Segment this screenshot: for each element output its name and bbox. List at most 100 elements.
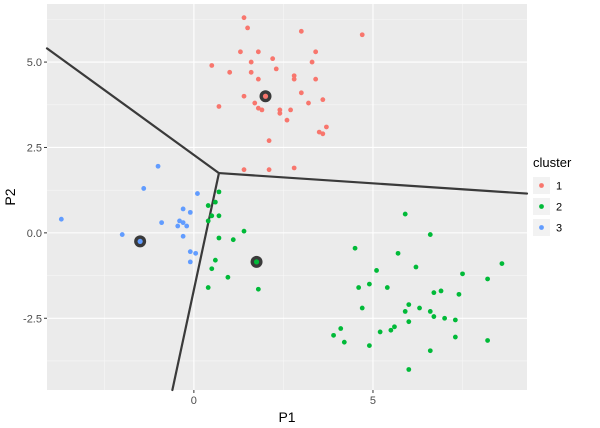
y-tick-label: -2.5 <box>23 313 42 325</box>
data-point-cluster-2 <box>352 245 358 251</box>
data-point-cluster-1 <box>320 131 326 137</box>
data-point-cluster-2 <box>216 213 222 219</box>
legend-marker-1 <box>539 183 544 188</box>
data-point-cluster-1 <box>266 167 272 173</box>
data-point-cluster-3 <box>187 249 193 255</box>
data-point-cluster-1 <box>255 49 261 55</box>
data-point-cluster-1 <box>298 28 304 34</box>
data-point-cluster-3 <box>119 232 125 237</box>
data-point-cluster-3 <box>155 163 161 169</box>
data-point-cluster-2 <box>413 264 419 270</box>
data-point-cluster-2 <box>417 305 422 311</box>
data-point-cluster-2 <box>402 309 408 314</box>
data-point-cluster-2 <box>356 285 362 290</box>
boundary-line <box>45 47 221 175</box>
x-axis-title: P1 <box>278 409 295 425</box>
data-point-cluster-1 <box>291 165 297 171</box>
y-tick-label: 0.0 <box>27 228 42 240</box>
y-axis: -2.5 0.0 2.5 5.0 <box>23 57 47 325</box>
y-tick-label: 2.5 <box>27 142 42 154</box>
plot-panel <box>47 4 527 390</box>
data-point-cluster-2 <box>212 199 218 205</box>
data-point-cluster-1 <box>320 97 326 103</box>
data-point-cluster-2 <box>452 317 458 323</box>
data-point-cluster-2 <box>209 213 215 219</box>
legend-label-2: 2 <box>556 202 562 214</box>
y-tick-label: 5.0 <box>27 57 42 69</box>
data-point-cluster-2 <box>395 250 401 256</box>
data-point-cluster-1 <box>273 66 279 72</box>
data-point-cluster-1 <box>284 117 290 123</box>
data-point-cluster-2 <box>438 288 444 294</box>
data-point-cluster-2 <box>442 315 448 321</box>
data-point-cluster-1 <box>238 49 243 55</box>
data-point-cluster-1 <box>309 59 315 65</box>
data-point-cluster-2 <box>366 281 372 287</box>
data-point-cluster-2 <box>406 302 412 308</box>
data-point-cluster-1 <box>291 76 297 82</box>
data-point-cluster-1 <box>216 104 222 109</box>
data-point-cluster-1 <box>241 15 247 21</box>
cluster-center-fill-2 <box>253 259 260 265</box>
data-point-cluster-1 <box>291 73 297 79</box>
data-point-cluster-2 <box>359 305 365 311</box>
data-point-cluster-1 <box>313 76 319 82</box>
data-point-cluster-2 <box>255 286 261 292</box>
data-point-cluster-1 <box>270 56 276 62</box>
data-point-cluster-2 <box>431 290 437 296</box>
x-tick-label: 0 <box>191 395 197 407</box>
data-point-cluster-3 <box>195 191 200 196</box>
data-point-cluster-1 <box>255 76 261 82</box>
y-axis-title: P2 <box>2 188 18 205</box>
legend-title: cluster <box>533 155 572 170</box>
data-point-cluster-2 <box>452 334 458 340</box>
data-point-cluster-2 <box>205 203 211 208</box>
data-point-cluster-2 <box>230 237 236 243</box>
data-point-cluster-2 <box>216 189 222 195</box>
cluster-centers <box>134 90 272 268</box>
data-point-cluster-1 <box>288 107 293 113</box>
data-point-cluster-2 <box>392 324 397 330</box>
data-point-cluster-2 <box>427 309 433 314</box>
data-point-cluster-3 <box>180 220 186 226</box>
data-point-cluster-3 <box>141 186 147 191</box>
data-point-cluster-2 <box>384 285 390 290</box>
data-point-cluster-3 <box>175 223 181 229</box>
data-point-cluster-2 <box>406 367 412 372</box>
data-point-cluster-2 <box>499 261 505 267</box>
data-point-cluster-1 <box>306 100 311 106</box>
data-point-cluster-2 <box>338 326 344 331</box>
boundary-line <box>217 171 529 195</box>
data-point-cluster-1 <box>248 59 254 65</box>
data-point-cluster-2 <box>427 348 433 354</box>
legend-marker-2 <box>539 204 544 209</box>
data-point-cluster-1 <box>259 107 265 113</box>
data-point-cluster-3 <box>184 223 190 229</box>
data-points <box>58 15 505 372</box>
data-point-cluster-1 <box>313 49 319 55</box>
data-point-cluster-2 <box>341 339 347 345</box>
data-point-cluster-3 <box>177 218 182 224</box>
data-point-cluster-1 <box>266 138 272 144</box>
data-point-cluster-1 <box>227 69 233 75</box>
data-point-cluster-3 <box>180 233 186 239</box>
legend-label-1: 1 <box>556 181 562 193</box>
data-point-cluster-2 <box>209 266 215 272</box>
cluster-center-fill-1 <box>262 93 269 99</box>
legend-marker-3 <box>539 225 544 230</box>
legend-label-3: 3 <box>556 223 562 235</box>
data-point-cluster-1 <box>298 90 304 96</box>
data-point-cluster-2 <box>331 332 336 338</box>
legend: cluster 1 2 3 <box>533 155 572 236</box>
data-point-cluster-2 <box>427 232 433 237</box>
data-point-cluster-2 <box>374 268 379 273</box>
data-point-cluster-2 <box>388 327 394 333</box>
data-point-cluster-2 <box>377 329 383 335</box>
data-point-cluster-3 <box>159 220 165 226</box>
cluster-center-fill-3 <box>137 238 143 245</box>
data-point-cluster-3 <box>187 209 193 215</box>
data-point-cluster-1 <box>248 69 254 75</box>
data-point-cluster-2 <box>485 276 490 282</box>
